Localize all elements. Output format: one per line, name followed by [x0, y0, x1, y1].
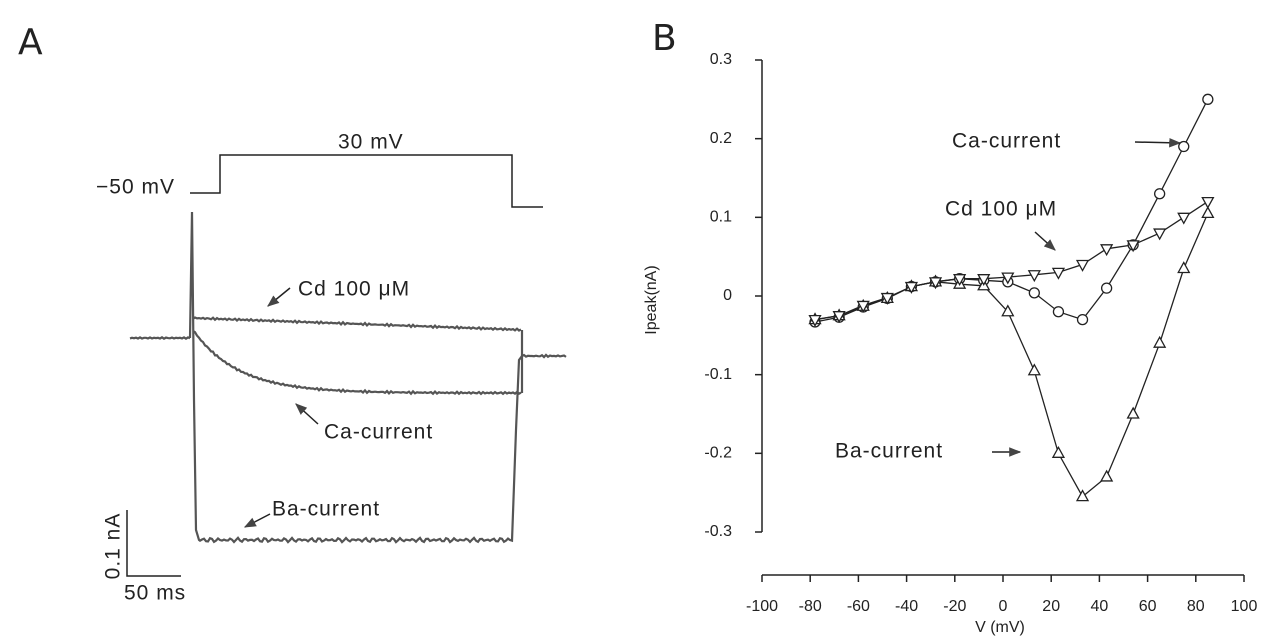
x-tick-label: 80 — [1187, 598, 1205, 615]
point — [880, 292, 894, 305]
panel-label: A — [18, 22, 43, 63]
arrow — [295, 403, 319, 425]
arrow — [267, 287, 291, 307]
y-tick-label: -0.1 — [704, 366, 732, 383]
holding-label: −50 mV — [96, 176, 175, 199]
step-label: 30 mV — [338, 131, 404, 154]
annotation: Ba-current — [272, 498, 380, 521]
x-tick-label: 0 — [999, 598, 1008, 615]
current-traces — [129, 211, 567, 544]
point — [1126, 406, 1140, 419]
series-annotation: Ca-current — [952, 130, 1061, 153]
x-axis-label: V (mV) — [975, 619, 1025, 636]
point — [1100, 282, 1113, 294]
point — [1100, 469, 1114, 482]
point — [953, 274, 967, 287]
y-tick-label: 0.3 — [710, 51, 732, 68]
y-axis-label: Ipeak(nA) — [643, 265, 660, 334]
point — [1051, 267, 1066, 280]
x-tick-label: -20 — [943, 598, 966, 615]
y-tick-label: -0.2 — [704, 445, 732, 462]
arrow — [1134, 137, 1182, 148]
point — [928, 277, 943, 290]
point — [832, 311, 846, 324]
x-tick-label: -60 — [847, 598, 870, 615]
point — [1027, 270, 1041, 283]
point — [808, 314, 822, 327]
point — [1028, 287, 1040, 299]
y-tick-label: 0.1 — [710, 209, 732, 226]
point — [1178, 140, 1190, 153]
annotation: Ca-current — [324, 421, 433, 444]
point — [1075, 489, 1090, 502]
x-tick-label: -80 — [799, 598, 822, 615]
point — [977, 274, 991, 287]
point — [1202, 93, 1214, 105]
point — [1177, 212, 1191, 225]
y-tick-label: 0 — [723, 287, 732, 304]
series-annotation: Cd 100 μM — [945, 198, 1057, 221]
arrow — [1034, 231, 1056, 251]
point — [1126, 240, 1140, 253]
panel-label: B — [652, 18, 677, 59]
point — [1052, 306, 1065, 318]
x-tick-label: -40 — [895, 598, 918, 615]
arrow — [243, 513, 271, 528]
point — [1001, 304, 1015, 317]
y-tick-label: 0.2 — [710, 130, 732, 147]
scale-bar — [126, 510, 181, 577]
x-tick-label: 20 — [1042, 598, 1060, 615]
point — [1075, 259, 1090, 272]
x-tick-label: 100 — [1231, 598, 1258, 615]
x-tick-label: 40 — [1091, 598, 1109, 615]
point — [1153, 335, 1167, 348]
point — [1177, 261, 1191, 274]
point — [1201, 206, 1215, 219]
scale-label: 0.1 nA — [102, 513, 125, 580]
x-tick-label: 60 — [1139, 598, 1157, 615]
point — [1100, 244, 1114, 257]
series-annotation: Ba-current — [835, 440, 943, 463]
point — [1076, 313, 1089, 326]
trace — [192, 316, 522, 332]
y-tick-label: -0.3 — [704, 523, 732, 540]
point — [1154, 188, 1166, 200]
point — [1027, 363, 1041, 376]
point — [1201, 196, 1215, 209]
point — [856, 300, 870, 313]
voltage-protocol — [190, 154, 543, 208]
point — [1153, 228, 1167, 241]
point — [1001, 272, 1015, 285]
annotation: Cd 100 μM — [298, 278, 410, 301]
trace — [192, 329, 522, 396]
trace — [188, 211, 567, 544]
x-tick-label: -100 — [746, 598, 778, 615]
scale-label: 50 ms — [124, 582, 186, 605]
trace — [129, 335, 191, 341]
point — [904, 281, 919, 294]
point — [1051, 445, 1066, 458]
